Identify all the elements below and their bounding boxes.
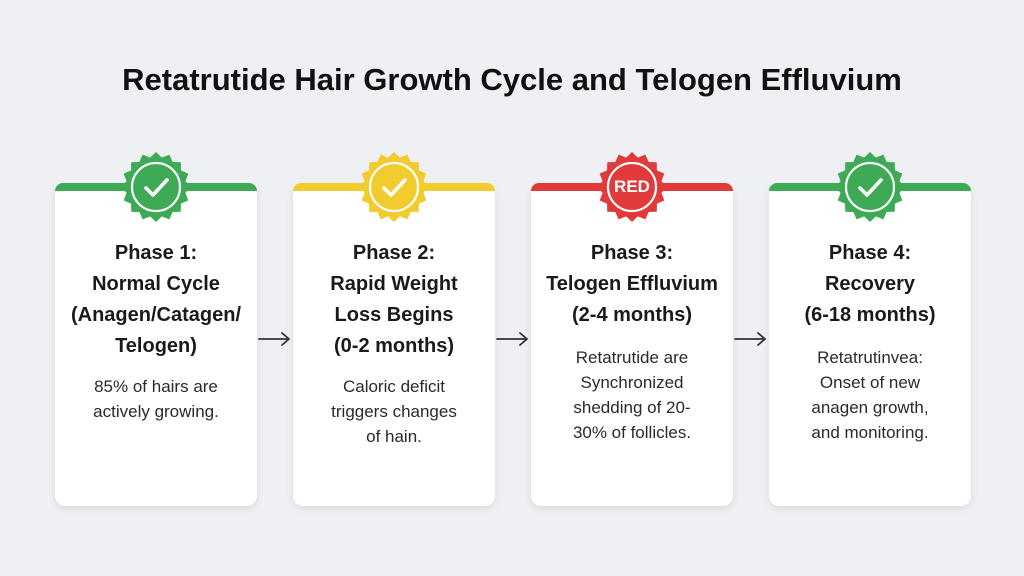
phase-4-desc-line: and monitoring. [811,423,929,442]
phase-3-badge: RED [595,150,669,224]
phase-4-heading-line: (6-18 months) [804,304,936,326]
phase-3-desc-line: 30% of follicles. [572,423,692,442]
phase-3-heading: Phase 3: Telogen Effluvium (2-4 months) [539,238,725,331]
seal-icon [121,152,191,222]
phase-1-heading-line: (Anagen/Catagen/ [70,304,242,326]
phase-3-desc-line: shedding of 20- [573,398,691,417]
phase-card-4: Phase 4: Recovery (6-18 months) Retatrut… [769,152,971,506]
phase-4-desc-line: Retatrutinvea: [817,348,923,367]
phase-3-desc-line: Synchronized [580,373,684,392]
phase-1-desc-line: actively growing. [93,402,219,421]
phase-2-desc-line: Caloric deficit [342,377,446,396]
phase-4-badge [833,150,907,224]
phase-2-heading: Phase 2: Rapid Weight Loss Begins (0-2 m… [301,238,487,362]
check-icon [858,178,883,197]
phase-card-3: RED Phase 3: Telogen Effluvium (2-4 mont… [531,152,733,506]
phase-4-heading: Phase 4: Recovery (6-18 months) [777,238,963,331]
phase-2-heading-line: Loss Begins [334,304,454,326]
phase-3-heading-line: Telogen Effluvium [546,273,718,295]
seal-icon [359,152,429,222]
phase-4-desc-line: Onset of new [819,373,921,392]
arrow-right-icon [734,331,768,347]
phase-2-desc-line: of hain. [366,427,422,446]
phase-4-description: Retatrutinvea: Onset of new anagen growt… [783,345,957,445]
phase-1-description: 85% of hairs are actively growing. [69,374,243,424]
phase-card-1: Phase 1: Normal Cycle (Anagen/Catagen/ T… [55,152,257,506]
phase-2-badge [357,150,431,224]
phase-3-heading-line: Phase 3: [590,242,674,264]
phase-1-desc-line: 85% of hairs are [94,377,218,396]
phase-2-heading-line: Phase 2: [352,242,436,264]
phase-1-heading-line: Phase 1: [114,242,198,264]
check-icon [144,178,169,197]
phase-1-heading: Phase 1: Normal Cycle (Anagen/Catagen/ T… [63,238,249,362]
phase-4-heading-line: Recovery [824,273,916,295]
seal-icon [597,152,667,222]
seal-icon [835,152,905,222]
page-title: Retatrutide Hair Growth Cycle and Teloge… [122,62,902,97]
phase-1-heading-line: Telogen) [115,335,197,357]
arrow-right-icon [258,331,292,347]
phase-card-2: Phase 2: Rapid Weight Loss Begins (0-2 m… [293,152,495,506]
phase-4-heading-line: Phase 4: [828,242,912,264]
phase-4-desc-line: anagen growth, [811,398,929,417]
phase-2-desc-line: triggers changes [331,402,457,421]
phase-1-badge [119,150,193,224]
phase-2-heading-line: (0-2 months) [334,335,454,357]
check-icon [382,178,407,197]
phase-3-badge-label: RED [614,177,650,196]
phase-3-description: Retatrutide are Synchronized shedding of… [545,345,719,445]
phase-2-description: Caloric deficit triggers changes of hain… [307,374,481,449]
phase-1-heading-line: Normal Cycle [92,273,220,295]
phase-2-heading-line: Rapid Weight [330,273,458,295]
phase-3-heading-line: (2-4 months) [572,304,692,326]
arrow-right-icon [496,331,530,347]
phase-3-desc-line: Retatrutide are [575,348,689,367]
